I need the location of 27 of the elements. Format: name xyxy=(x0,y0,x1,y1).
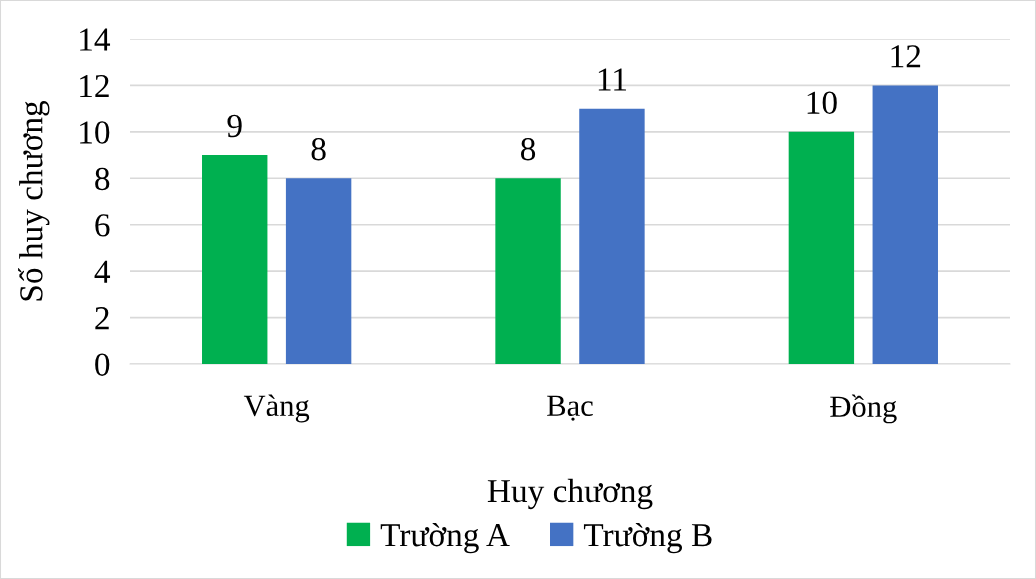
bar xyxy=(202,155,268,364)
data-label: 10 xyxy=(807,91,837,114)
y-tick-label: 10 xyxy=(80,121,110,144)
y-tick-label: 0 xyxy=(95,353,110,376)
y-tick-label: 6 xyxy=(95,214,110,237)
bar xyxy=(495,178,561,364)
x-tick-label: Bạc xyxy=(547,395,593,421)
y-tick-label: 12 xyxy=(80,74,109,97)
bar xyxy=(872,85,938,364)
data-label: 8 xyxy=(520,137,536,161)
bar xyxy=(788,131,855,364)
y-axis-title: Số huy chương xyxy=(18,100,50,301)
legend-label: Trường B xyxy=(583,522,712,554)
x-tick-label: Vàng xyxy=(243,394,310,423)
y-tick-label: 8 xyxy=(95,167,110,191)
bar xyxy=(285,178,352,364)
y-tick-label: 14 xyxy=(80,28,111,51)
y-tick-label: 4 xyxy=(94,260,111,283)
bar xyxy=(579,108,645,364)
x-axis-title: Huy chương xyxy=(487,478,653,510)
y-tick-label: 2 xyxy=(95,307,109,330)
data-label: 11 xyxy=(598,68,626,91)
legend-label: Trường A xyxy=(380,522,510,554)
x-tick-label: Đồng xyxy=(830,394,897,424)
data-label: 8 xyxy=(311,137,326,161)
data-label: 12 xyxy=(891,45,921,68)
data-label: 9 xyxy=(227,114,242,138)
